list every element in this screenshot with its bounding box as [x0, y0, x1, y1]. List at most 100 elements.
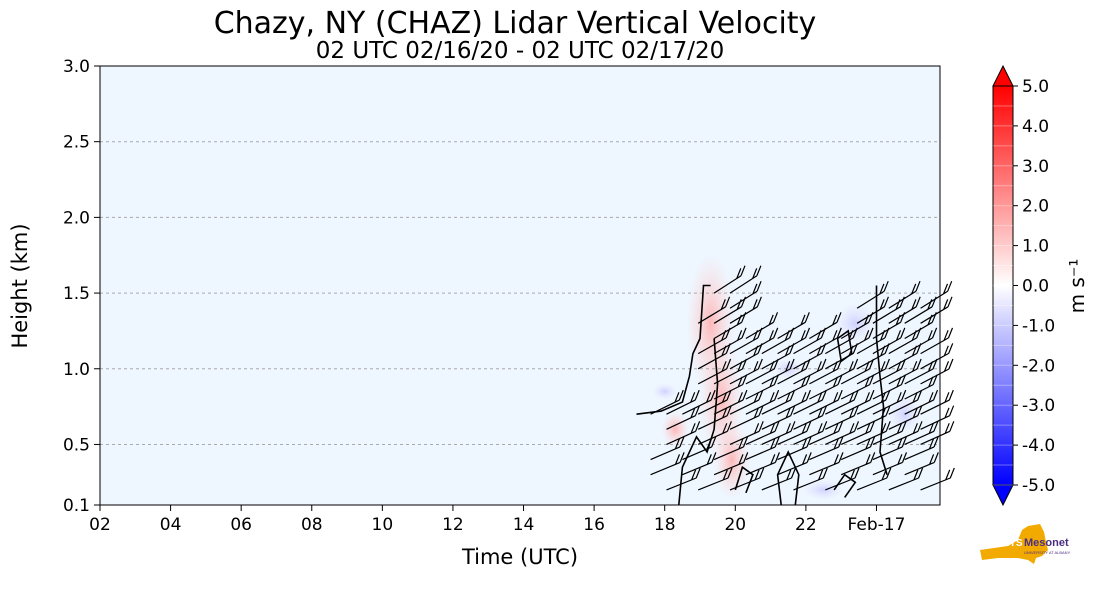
wind-barb [809, 452, 844, 476]
contour-line [776, 450, 800, 505]
wind-barb [856, 421, 891, 445]
wind-barb [872, 421, 907, 445]
wind-barb [920, 327, 954, 355]
wind-barb [713, 389, 748, 415]
x-tick-label: 02 [89, 515, 111, 535]
wind-barb [840, 436, 876, 461]
wind-barb [777, 327, 811, 355]
x-tick-label: Feb-17 [848, 515, 906, 535]
wind-barb [920, 421, 955, 445]
wind-barb [840, 389, 875, 415]
wind-barb [777, 389, 811, 415]
wind-barb [809, 312, 842, 340]
x-tick-label: 06 [230, 515, 252, 535]
wind-barb [920, 358, 954, 385]
wind-barb [729, 405, 764, 430]
colorbar-extend-min [992, 484, 1014, 507]
colorbar-tick-label: -5.0 [1022, 476, 1055, 496]
wind-barb [856, 405, 891, 430]
wind-barb [825, 358, 859, 385]
colorbar-extend-max [992, 64, 1014, 87]
y-tick-label: 0.1 [63, 496, 90, 516]
wind-barb [729, 296, 762, 324]
wind-barb [888, 280, 921, 309]
wind-barb [761, 405, 796, 430]
wind-barb [729, 265, 762, 294]
wind-barb [904, 389, 939, 415]
colorbar-tick-label: 1.0 [1022, 237, 1049, 257]
wind-barb [745, 389, 780, 415]
wind-barb [650, 389, 684, 415]
wind-barb [809, 421, 844, 445]
contour-line [636, 284, 711, 415]
wind-barb [904, 421, 939, 445]
wind-barb [682, 436, 717, 461]
colorbar-tick-label: 0.0 [1022, 277, 1049, 297]
wind-barb [856, 280, 889, 309]
x-tick-label: 04 [160, 515, 182, 535]
wind-barb [761, 467, 797, 491]
wind-barb [729, 389, 764, 415]
x-tick-label: 14 [513, 515, 535, 535]
colorbar-tick-label: 2.0 [1022, 197, 1049, 217]
x-tick-label: 10 [372, 515, 394, 535]
wind-barb [904, 436, 939, 461]
logo-nys: NYS [1002, 538, 1023, 549]
wind-barb [697, 389, 732, 415]
wind-barb [888, 421, 923, 445]
wind-barb [713, 452, 749, 476]
wind-barb [793, 358, 827, 385]
colorbar: 5.0 4.0 3.0 2.0 1.0 0.0 -1.0 -2.0 -3.0 -4.0 -5.0 m… [992, 64, 1089, 507]
wind-barb [856, 389, 891, 415]
y-tick-label: 2.0 [63, 208, 90, 228]
logo-mesonet: Mesonet [1024, 537, 1069, 549]
wind-barb [793, 421, 828, 445]
wind-barb [856, 358, 890, 385]
wind-barb [872, 389, 907, 415]
wind-barb [666, 389, 700, 415]
colorbar-tick-label: -4.0 [1022, 436, 1055, 456]
contour-line [734, 465, 754, 494]
wind-barb [872, 452, 908, 476]
y-axis-label: Height (km) [8, 223, 32, 348]
wind-barb [697, 296, 731, 324]
wind-barb [745, 436, 780, 461]
positive-velocity-area [661, 411, 690, 448]
wind-barb [888, 296, 921, 324]
ny-state-shape-icon [980, 524, 1048, 564]
wind-barb [888, 389, 923, 415]
wind-barb [729, 421, 764, 445]
chart-subtitle: 02 UTC 02/16/20 - 02 UTC 02/17/20 [316, 38, 725, 64]
colorbar-ticks: 5.0 4.0 3.0 2.0 1.0 0.0 -1.0 -2.0 -3.0 -4.0 -5.0 [1013, 77, 1055, 496]
wind-barb [825, 421, 860, 445]
wind-barb [682, 389, 716, 415]
wind-barb [920, 405, 955, 430]
wind-barb [920, 343, 954, 370]
colorbar-bands [993, 105, 1013, 486]
wind-barb [713, 327, 747, 355]
wind-barb [888, 405, 923, 430]
gridlines [100, 141, 940, 445]
colorbar-tick-label: -3.0 [1022, 396, 1055, 416]
wind-barb [745, 327, 779, 355]
wind-barb [666, 421, 701, 445]
plot-frame [99, 65, 941, 506]
wind-barb [904, 452, 939, 476]
wind-barb [793, 405, 828, 430]
wind-barb [920, 296, 953, 324]
wind-barb [761, 421, 796, 445]
wind-barb [650, 452, 685, 476]
chart-title: Chazy, NY (CHAZ) Lidar Vertical Velocity [214, 6, 817, 41]
y-tick-label: 1.0 [63, 360, 90, 380]
wind-barb [666, 405, 700, 430]
wind-barb [825, 405, 859, 430]
wind-barb [777, 421, 812, 445]
wind-barb [697, 405, 732, 430]
wind-barb [697, 467, 733, 491]
y-tick-label: 1.5 [63, 284, 90, 304]
contour-line [833, 473, 857, 498]
wind-barbs [650, 265, 955, 491]
wind-barb [809, 389, 843, 415]
wind-barb [745, 452, 780, 476]
